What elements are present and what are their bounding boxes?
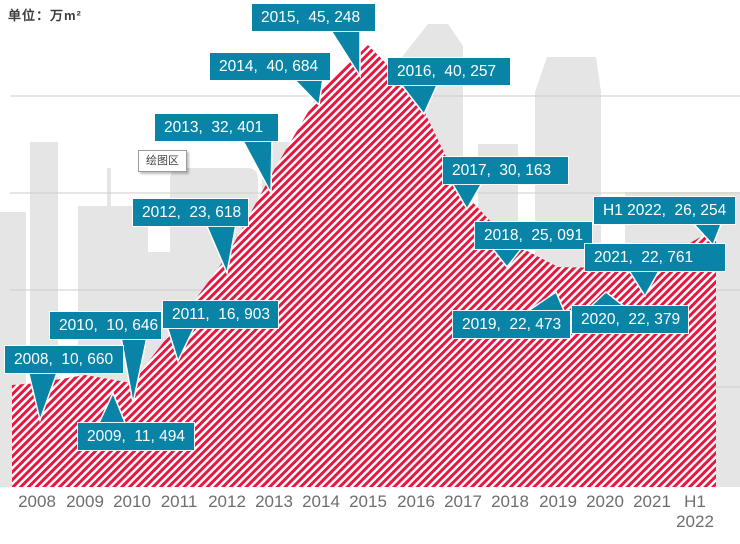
callout-2010[interactable]: 2010, 10, 646: [49, 311, 162, 340]
callout-2018[interactable]: 2018, 25, 091: [474, 221, 593, 250]
x-label-2021: 2021: [633, 492, 671, 511]
callout-2014[interactable]: 2014, 40, 684: [209, 52, 331, 81]
x-label-2010: 2010: [113, 492, 151, 511]
callout-2019[interactable]: 2019, 22, 473: [452, 310, 571, 339]
x-label-h1-2022: H1 2022: [676, 492, 714, 531]
area-series[interactable]: [12, 45, 716, 487]
x-label-2011: 2011: [160, 492, 198, 511]
callout-2012[interactable]: 2012, 23, 618: [132, 198, 249, 227]
callout-2016[interactable]: 2016, 40, 257: [387, 57, 511, 86]
callout-2008[interactable]: 2008, 10, 660: [4, 345, 124, 374]
x-label-2019: 2019: [539, 492, 577, 511]
callout-2015[interactable]: 2015, 45, 248: [251, 3, 376, 32]
callout-2017[interactable]: 2017, 30, 163: [442, 156, 569, 185]
callout-2013[interactable]: 2013, 32, 401: [154, 113, 279, 142]
x-label-2012: 2012: [208, 492, 246, 511]
x-label-2013: 2013: [255, 492, 293, 511]
unit-label: 单位：万m²: [8, 8, 82, 23]
x-label-2017: 2017: [444, 492, 482, 511]
x-label-2014: 2014: [302, 492, 340, 511]
x-label-2008: 2008: [18, 492, 56, 511]
callout-2021[interactable]: 2021, 22, 761: [584, 243, 726, 272]
x-label-2018: 2018: [491, 492, 529, 511]
plot-area-tooltip: 绘图区: [138, 150, 187, 172]
building-antenna: [107, 168, 111, 212]
callout-2011[interactable]: 2011, 16, 903: [162, 300, 279, 329]
x-label-2020: 2020: [586, 492, 624, 511]
x-label-2015: 2015: [349, 492, 387, 511]
callout-h1-2022[interactable]: H1 2022, 26, 254: [593, 196, 736, 225]
callout-2009[interactable]: 2009, 11, 494: [77, 422, 195, 451]
callout-2020[interactable]: 2020, 22, 379: [571, 305, 689, 334]
x-label-2016: 2016: [397, 492, 435, 511]
callout-tail-2014: [291, 77, 324, 107]
x-label-2009: 2009: [66, 492, 104, 511]
